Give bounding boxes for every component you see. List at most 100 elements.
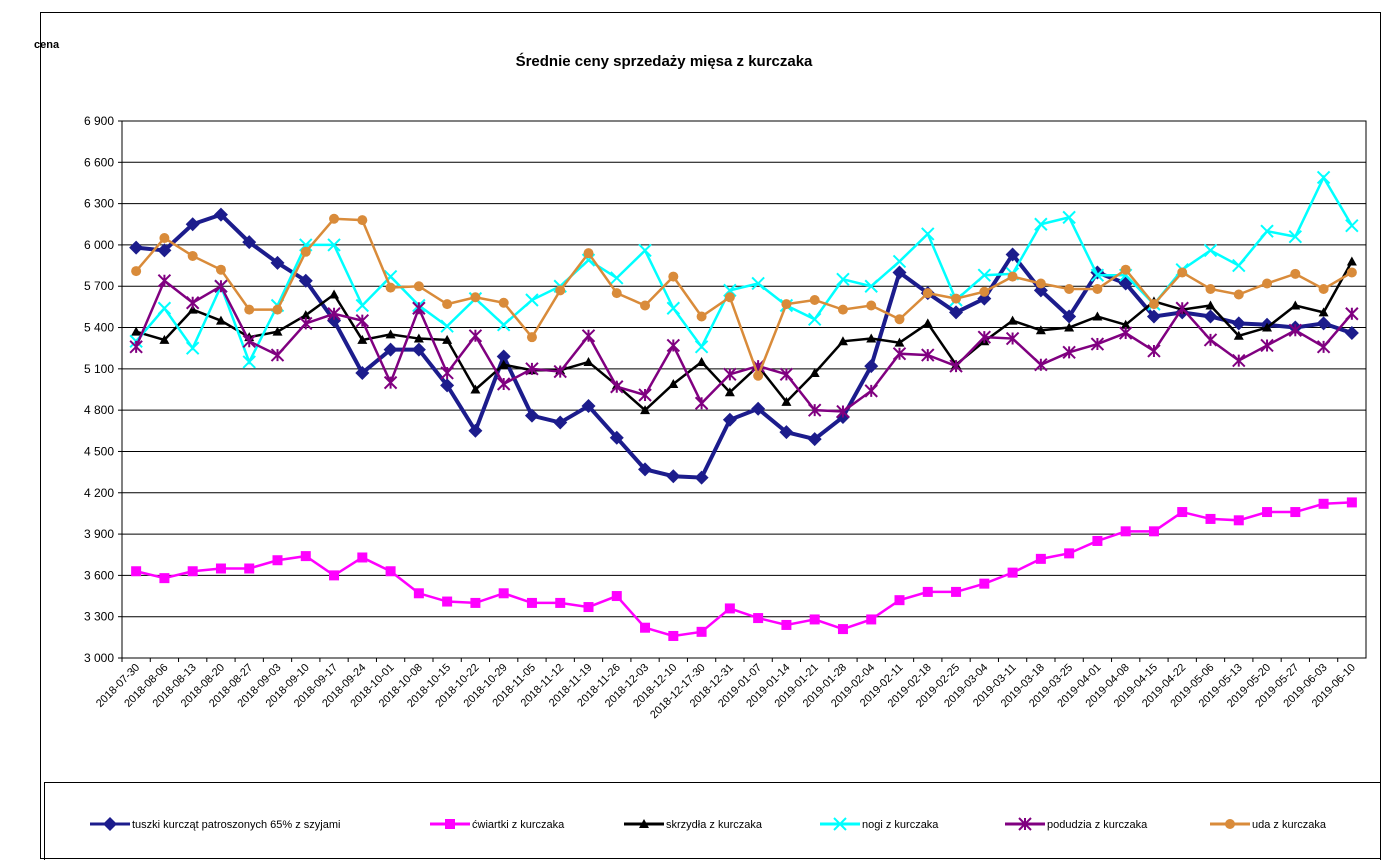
marker	[807, 403, 822, 417]
marker	[526, 597, 537, 608]
marker	[1148, 526, 1159, 537]
marker	[357, 552, 368, 563]
marker	[866, 333, 877, 343]
y-tick-label: 4 500	[84, 444, 114, 458]
marker	[242, 355, 256, 369]
marker	[1062, 210, 1076, 225]
marker	[525, 362, 539, 376]
marker	[640, 622, 651, 633]
marker	[1148, 299, 1159, 310]
marker	[836, 404, 850, 419]
marker	[1205, 513, 1216, 524]
marker	[581, 399, 596, 414]
marker	[1290, 268, 1301, 279]
marker	[1147, 344, 1161, 358]
series-line	[135, 212, 1353, 480]
marker	[1064, 548, 1075, 559]
marker	[977, 330, 992, 344]
marker	[1177, 267, 1188, 278]
marker	[555, 285, 566, 296]
marker	[807, 312, 822, 326]
marker	[215, 563, 226, 574]
marker	[1231, 316, 1246, 331]
marker	[694, 340, 709, 354]
marker	[1316, 316, 1331, 331]
y-tick-label: 4 200	[84, 486, 114, 500]
marker	[355, 313, 370, 328]
marker	[922, 318, 933, 328]
marker	[609, 430, 624, 445]
marker	[442, 596, 453, 607]
marker	[779, 425, 794, 440]
marker	[583, 248, 594, 259]
marker	[244, 304, 255, 315]
marker	[724, 387, 735, 397]
marker	[1345, 218, 1359, 233]
marker	[187, 304, 198, 314]
marker	[581, 329, 596, 343]
marker	[611, 288, 622, 299]
marker	[723, 367, 737, 382]
marker	[496, 377, 511, 391]
marker	[894, 595, 905, 606]
marker	[300, 551, 311, 562]
legend-label: tuszki kurcząt patroszonych 65% z szyjam…	[132, 819, 340, 831]
marker	[1120, 526, 1131, 537]
marker	[129, 240, 144, 255]
marker	[809, 614, 820, 625]
marker	[753, 613, 764, 624]
marker	[413, 588, 424, 599]
marker	[445, 819, 455, 829]
marker	[1005, 331, 1020, 346]
marker	[413, 333, 424, 343]
chart-frame	[40, 12, 1381, 859]
chart-title: Średnie ceny sprzedaży mięsa z kurczaka	[516, 52, 813, 70]
marker	[383, 375, 398, 390]
marker	[242, 334, 256, 349]
marker	[185, 217, 200, 232]
marker	[1288, 229, 1303, 244]
y-tick-label: 6 900	[84, 114, 114, 128]
marker	[159, 233, 170, 244]
marker	[498, 588, 509, 599]
marker	[496, 318, 511, 332]
marker	[215, 264, 226, 275]
marker	[440, 319, 454, 333]
series	[129, 274, 1359, 419]
marker	[440, 378, 455, 393]
marker	[1177, 507, 1188, 518]
marker	[1018, 817, 1032, 831]
marker	[951, 586, 962, 597]
marker	[157, 274, 172, 288]
y-tick-label: 3 600	[84, 568, 114, 582]
marker	[1092, 311, 1103, 321]
marker	[724, 292, 735, 303]
marker	[979, 286, 990, 297]
marker	[329, 289, 340, 299]
legend-frame	[44, 782, 1381, 860]
y-tick-label: 3 000	[84, 651, 114, 665]
marker	[640, 405, 651, 415]
marker	[1318, 498, 1329, 509]
marker	[866, 614, 877, 625]
marker	[357, 215, 368, 226]
marker	[524, 408, 539, 423]
marker	[639, 819, 649, 828]
marker	[468, 423, 483, 438]
marker	[413, 281, 424, 292]
marker	[555, 597, 566, 608]
marker	[1035, 278, 1046, 289]
marker	[1120, 264, 1131, 275]
marker	[129, 340, 143, 354]
marker	[159, 334, 170, 344]
plot-frame	[121, 120, 1367, 659]
marker	[583, 602, 594, 613]
marker	[668, 378, 679, 388]
marker	[638, 388, 652, 402]
marker	[440, 366, 454, 380]
marker	[696, 311, 707, 322]
marker	[1090, 268, 1105, 282]
marker	[922, 586, 933, 597]
marker	[131, 266, 142, 277]
